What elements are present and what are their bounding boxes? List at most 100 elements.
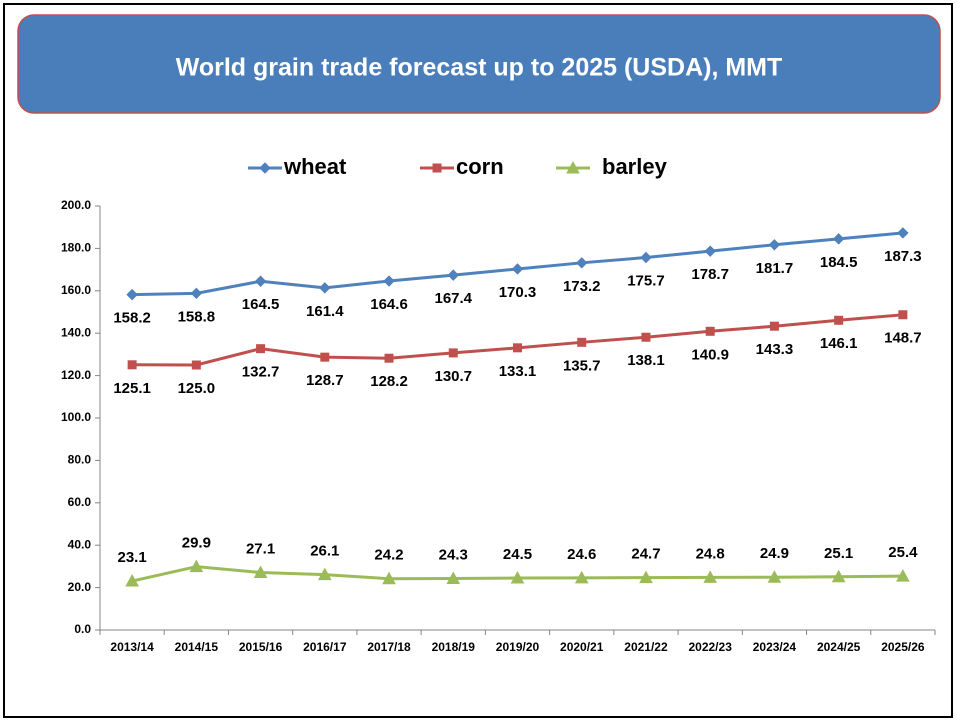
- x-tick-label: 2016/17: [303, 640, 347, 654]
- data-label: 23.1: [118, 549, 147, 566]
- legend-label: barley: [602, 154, 668, 179]
- y-tick-label: 60.0: [68, 495, 92, 509]
- data-label: 158.8: [178, 308, 216, 325]
- data-label: 173.2: [563, 278, 601, 295]
- marker: [320, 352, 330, 362]
- marker: [704, 245, 716, 257]
- data-label: 24.8: [696, 545, 725, 562]
- marker: [259, 162, 271, 174]
- data-label: 187.3: [884, 248, 922, 265]
- marker: [639, 570, 653, 584]
- marker: [513, 343, 522, 353]
- data-label: 161.4: [306, 303, 344, 320]
- title-box: [17, 14, 941, 114]
- marker: [640, 251, 652, 264]
- x-tick-label: 2022/23: [688, 640, 732, 654]
- y-tick-label: 80.0: [68, 453, 92, 467]
- data-label: 135.7: [563, 357, 601, 374]
- y-tick-label: 180.0: [61, 241, 91, 255]
- data-label: 164.5: [242, 296, 280, 313]
- data-label: 140.9: [691, 346, 729, 363]
- x-tick-label: 2020/21: [560, 640, 604, 654]
- data-label: 148.7: [884, 330, 922, 347]
- marker: [566, 160, 580, 174]
- marker: [382, 571, 396, 585]
- data-label: 24.6: [567, 546, 596, 563]
- marker: [511, 263, 524, 275]
- data-label: 128.2: [370, 373, 408, 390]
- marker: [768, 239, 781, 251]
- data-label: 29.9: [182, 535, 211, 552]
- y-tick-label: 100.0: [61, 410, 91, 424]
- data-label: 132.7: [242, 364, 280, 381]
- y-tick-label: 40.0: [68, 537, 92, 551]
- data-label: 133.1: [499, 363, 537, 380]
- y-tick-label: 20.0: [68, 580, 92, 594]
- data-label: 143.3: [756, 341, 794, 358]
- data-label: 181.7: [756, 260, 794, 277]
- marker: [190, 287, 203, 300]
- marker: [897, 227, 909, 239]
- data-label: 175.7: [627, 272, 665, 289]
- y-tick-label: 120.0: [61, 368, 91, 382]
- marker: [447, 269, 459, 281]
- data-label: 26.1: [310, 543, 339, 560]
- x-tick-label: 2019/20: [496, 640, 540, 654]
- x-tick-label: 2015/16: [239, 640, 283, 654]
- x-tick-label: 2024/25: [817, 640, 861, 654]
- y-tick-label: 0.0: [74, 622, 91, 636]
- marker: [256, 344, 266, 354]
- marker: [767, 570, 782, 583]
- x-tick-label: 2014/15: [175, 640, 219, 654]
- marker: [384, 353, 394, 363]
- data-label: 164.6: [370, 296, 408, 313]
- marker: [510, 571, 525, 584]
- x-tick-label: 2018/19: [432, 640, 476, 654]
- marker: [432, 163, 442, 173]
- x-tick-label: 2013/14: [110, 640, 154, 654]
- x-tick-label: 2023/24: [753, 640, 797, 654]
- marker: [576, 257, 588, 269]
- chart-title: World grain trade forecast up to 2025 (U…: [176, 54, 783, 82]
- data-label: 25.4: [888, 544, 918, 561]
- marker: [448, 348, 458, 358]
- marker: [705, 326, 715, 336]
- data-label: 184.5: [820, 254, 858, 271]
- marker: [253, 565, 268, 579]
- x-tick-label: 2017/18: [367, 640, 411, 654]
- data-label: 125.1: [113, 380, 151, 397]
- marker: [703, 570, 718, 583]
- marker: [769, 321, 779, 331]
- legend-label: corn: [456, 154, 504, 179]
- marker: [574, 570, 589, 584]
- marker: [896, 569, 910, 582]
- marker: [127, 360, 137, 370]
- marker: [577, 337, 587, 347]
- marker: [317, 567, 332, 581]
- marker: [383, 275, 395, 287]
- marker: [319, 282, 331, 294]
- data-label: 24.2: [374, 547, 403, 564]
- y-tick-label: 200.0: [61, 198, 91, 212]
- data-label: 178.7: [691, 266, 729, 283]
- data-label: 128.7: [306, 372, 344, 389]
- marker: [126, 288, 138, 301]
- data-label: 27.1: [246, 541, 275, 558]
- marker: [898, 310, 908, 320]
- data-label: 167.4: [434, 290, 472, 307]
- data-label: 24.9: [760, 545, 789, 562]
- marker: [834, 315, 844, 325]
- marker: [189, 559, 204, 573]
- marker: [831, 569, 846, 583]
- data-label: 138.1: [627, 352, 665, 369]
- marker: [641, 332, 651, 342]
- legend-label: wheat: [283, 154, 347, 179]
- data-label: 24.7: [631, 546, 660, 563]
- marker: [191, 360, 201, 370]
- y-tick-label: 160.0: [61, 283, 91, 297]
- marker: [832, 233, 845, 245]
- marker: [254, 275, 267, 287]
- marker: [125, 573, 139, 587]
- x-tick-label: 2025/26: [881, 640, 925, 654]
